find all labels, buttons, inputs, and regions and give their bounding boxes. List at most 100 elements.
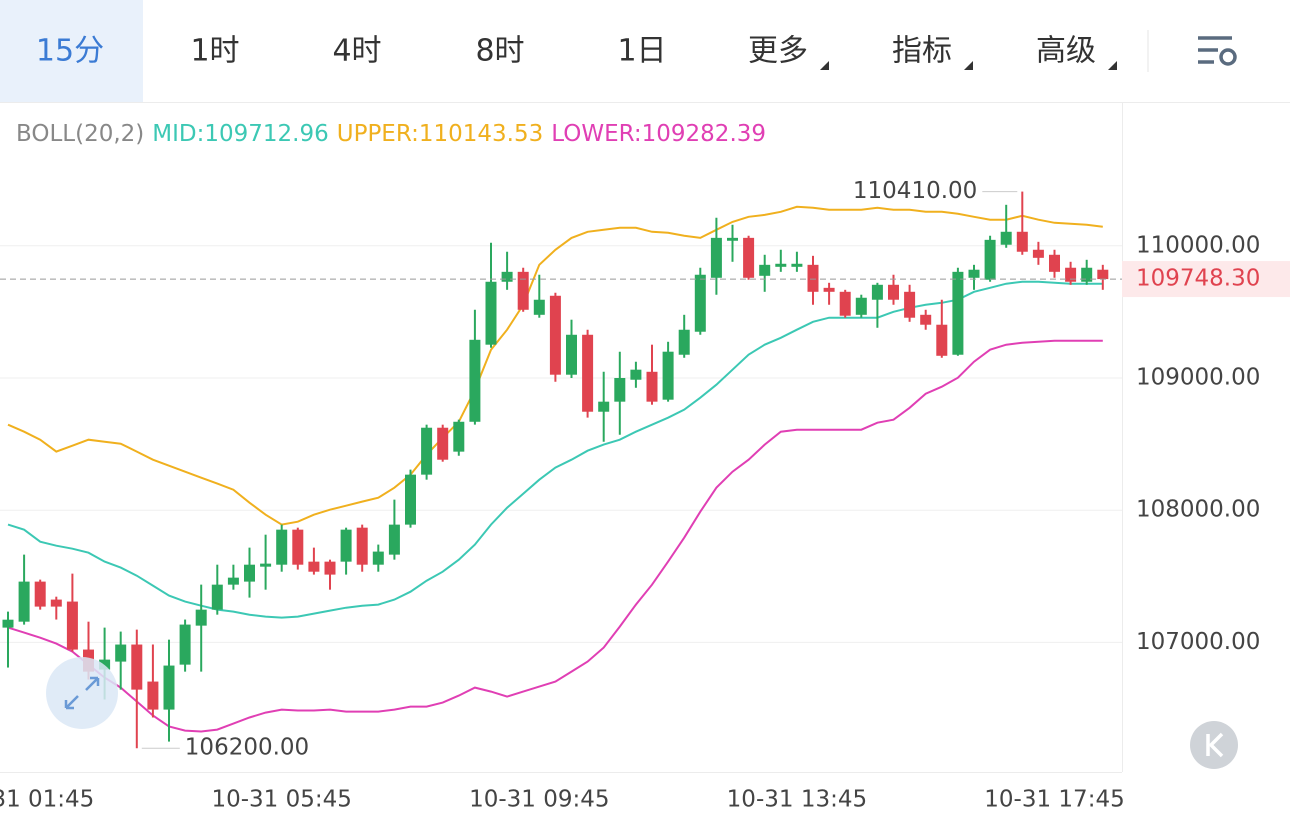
candle-body	[244, 564, 255, 582]
boll-line	[7, 205, 1103, 526]
candle-body	[501, 271, 513, 282]
candle-body	[549, 295, 561, 375]
candle-body	[533, 299, 545, 315]
y-tick-label: 109000.00	[1136, 365, 1260, 391]
candle-body	[437, 427, 449, 460]
candle-body	[372, 551, 384, 565]
candle-body	[984, 239, 996, 280]
boll-lines	[7, 205, 1103, 733]
candle-body	[759, 264, 771, 276]
expand-button[interactable]	[46, 657, 118, 729]
last-price-bg	[1122, 261, 1290, 298]
candle-body	[968, 269, 980, 278]
candle-body	[405, 474, 416, 525]
candle-body	[131, 644, 143, 690]
tab[interactable]: 4时	[332, 34, 381, 69]
dropdown-caret	[964, 61, 973, 70]
candle-body	[485, 281, 497, 345]
candle-body	[1032, 249, 1044, 258]
min-label: 106200.00	[185, 735, 309, 761]
x-tick-label: 10-31 09:45	[469, 787, 609, 813]
candle-body	[598, 401, 610, 412]
last-price-label: 109748.30	[1136, 266, 1260, 292]
candle-body	[66, 601, 78, 650]
candle-body	[18, 581, 30, 622]
dropdown-caret	[1108, 61, 1117, 70]
x-tick-label: 10-31 01:45	[0, 787, 94, 813]
labels: 107000.00 108000.00 109000.00 110000.00 10-3…	[0, 178, 1290, 813]
x-tick-label: 10-31 05:45	[211, 787, 351, 813]
candle-body	[292, 529, 304, 565]
candle-body	[936, 324, 948, 356]
tab[interactable]: 8时	[475, 34, 524, 69]
boll-line	[7, 339, 1103, 733]
candle-body	[904, 291, 916, 318]
candle-body	[775, 263, 787, 267]
candle-body	[227, 577, 239, 585]
candle-body	[388, 524, 400, 555]
legend-entry: UPPER:110143.53	[337, 121, 544, 147]
candle-body	[743, 237, 755, 278]
candles	[2, 191, 1109, 749]
candle-body	[807, 264, 819, 292]
candle-body	[614, 378, 626, 402]
candle-body	[308, 561, 320, 572]
candle-body	[421, 427, 433, 475]
legend-entry: MID:109712.96	[152, 121, 328, 147]
candle-body	[694, 274, 706, 332]
candle-body	[1016, 231, 1028, 252]
candle-body	[630, 369, 642, 380]
candle-body	[1000, 231, 1012, 245]
candle-body	[920, 314, 932, 325]
candle-body	[340, 529, 352, 562]
candle-body	[662, 351, 674, 400]
boll-line	[7, 280, 1103, 619]
tab[interactable]: 15分	[36, 34, 104, 69]
candle-body	[34, 581, 46, 607]
candle-body	[1097, 269, 1109, 280]
x-tick-label: 10-31 13:45	[727, 787, 867, 813]
candle-body	[727, 237, 738, 241]
candle-body	[582, 334, 594, 412]
candle-body	[710, 237, 722, 278]
candle-body	[871, 284, 883, 300]
candle-body	[115, 644, 127, 662]
candle-body	[517, 271, 529, 310]
tab-bar: 15分 1时 4时 8时 1日 更多 指标 高级	[36, 34, 1096, 69]
candle-body	[356, 527, 368, 565]
candle-body	[2, 619, 14, 628]
candle-body	[469, 339, 481, 422]
candle-body	[324, 561, 336, 575]
candle-body	[566, 334, 577, 375]
candle-body	[453, 421, 465, 452]
candle-body	[50, 599, 62, 607]
tab[interactable]: 高级	[1036, 34, 1096, 69]
max-label: 110410.00	[853, 178, 977, 204]
candle-body	[888, 284, 899, 300]
tab[interactable]: 1时	[190, 34, 239, 69]
candle-body	[823, 287, 835, 292]
candle-body	[276, 529, 288, 565]
tab[interactable]: 更多	[748, 34, 808, 69]
settings-icon[interactable]	[1198, 36, 1237, 66]
k-button[interactable]	[1190, 721, 1238, 769]
y-tick-label: 110000.00	[1136, 232, 1260, 258]
candle-body	[1081, 267, 1093, 282]
candle-body	[147, 681, 159, 710]
candle-body	[195, 609, 207, 626]
candle-body	[99, 659, 111, 670]
y-tick-label: 107000.00	[1136, 629, 1260, 655]
active-tab-bg	[0, 0, 143, 102]
y-tick-label: 108000.00	[1136, 497, 1260, 523]
candle-body	[855, 297, 867, 315]
indicator-legend: BOLL(20,2) MID:109712.96 UPPER:110143.53 LO…	[16, 121, 766, 147]
candle-body	[839, 291, 851, 316]
tab[interactable]: 1日	[617, 34, 666, 69]
candle-body	[1049, 254, 1060, 272]
tab[interactable]: 指标	[892, 34, 952, 69]
candle-body	[952, 271, 964, 355]
x-tick-label: 10-31 17:45	[984, 787, 1124, 813]
legend-entry: LOWER:109282.39	[551, 121, 766, 147]
